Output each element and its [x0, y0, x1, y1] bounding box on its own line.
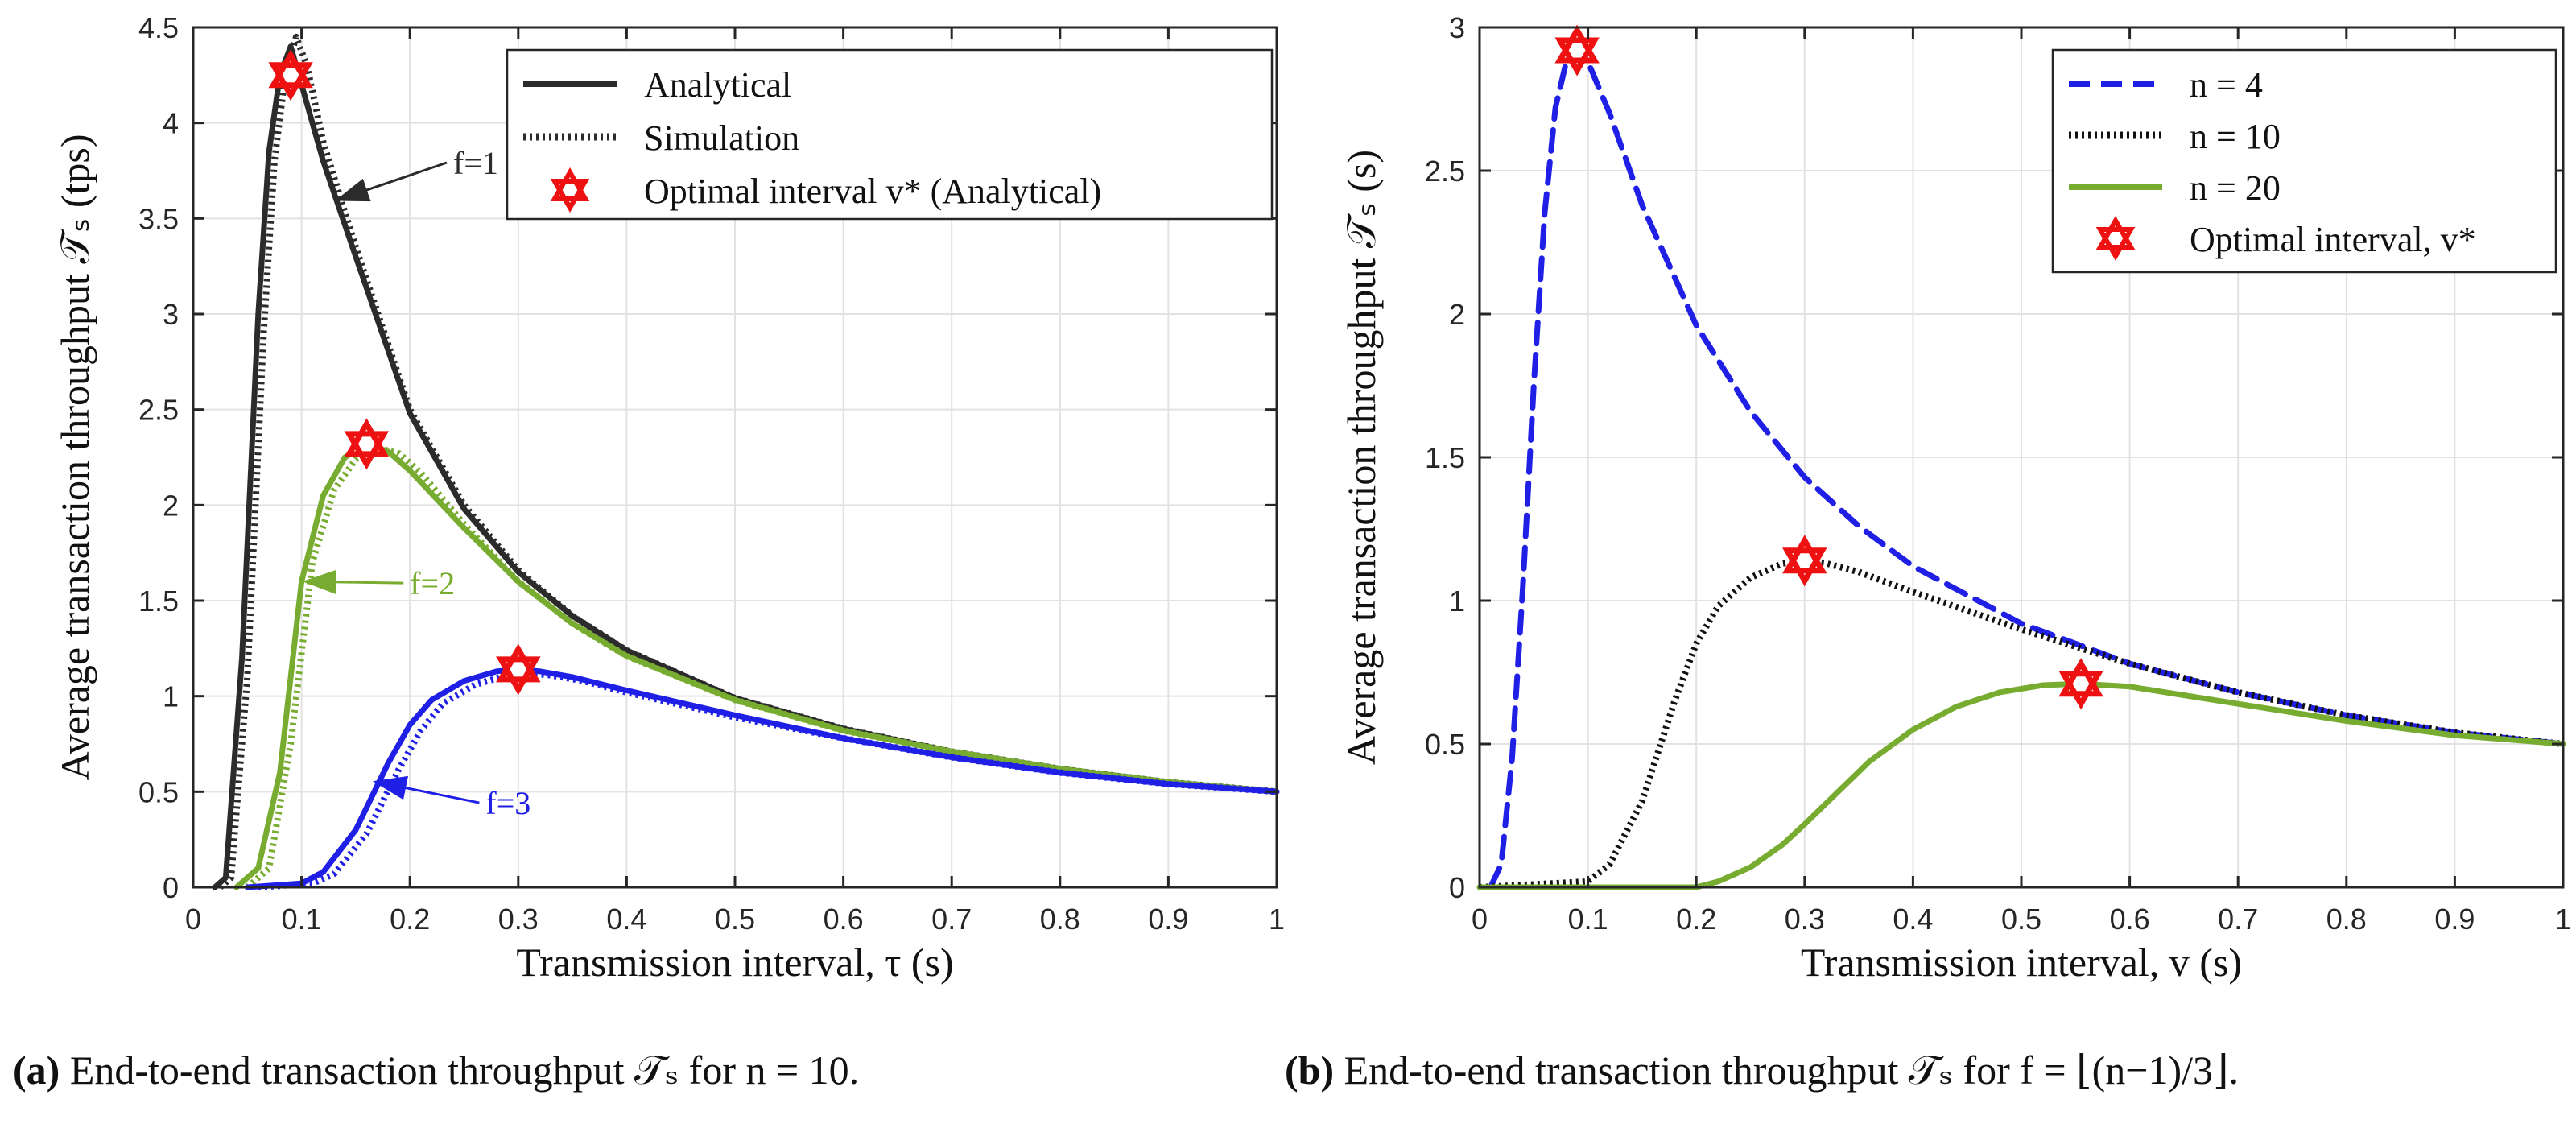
caption-b-text: End-to-end transaction throughput 𝒯ₛ for…: [1344, 1047, 2240, 1093]
y-tick-label: 0.5: [1425, 728, 1465, 761]
annotation-label: f=2: [410, 565, 455, 601]
x-tick-label: 0: [185, 903, 201, 936]
optimal-star-marker: [2058, 658, 2103, 710]
x-tick-label: 0.4: [1893, 903, 1933, 936]
y-axis-label: Average transaction throughput 𝒯ₛ (tps): [52, 134, 97, 780]
chart-b: 0 0.1 0.2 0.3 0.4 0.5 0.6 0.7 0.8 0.9 1 0 0.5 1 1.5 2 2.…: [1339, 11, 2571, 985]
x-tick-label: 0.8: [1040, 903, 1080, 936]
x-tick-label: 0.2: [1676, 903, 1716, 936]
x-tick-label: 0.6: [824, 903, 864, 936]
legend-label: Analytical: [644, 65, 791, 105]
legend-star-icon: [2095, 216, 2136, 261]
y-axis-label: Average transaction throughput 𝒯ₛ (s): [1339, 150, 1384, 765]
y-tick-label: 1.5: [138, 585, 179, 618]
caption-a-label: (a): [13, 1047, 60, 1093]
y-tick-label: 2.5: [1425, 155, 1465, 188]
y-tick-label: 4: [163, 107, 179, 140]
chart-a: f=1 f=2 f=3 0 0.1 0.2 0.3 0.4 0.5 0.6 0.7 0.8 0.9 1 0 0…: [52, 11, 1285, 985]
x-tick-label: 0.2: [390, 903, 430, 936]
caption-a-text: End-to-end transaction throughput 𝒯ₛ for…: [69, 1047, 860, 1093]
y-tick-label: 1.5: [1425, 441, 1465, 474]
legend-label: Optimal interval v* (Analytical): [644, 171, 1101, 211]
legend: Analytical Simulation Optimal interval v* …: [506, 48, 1274, 221]
caption-a: (a) End-to-end transaction throughput 𝒯ₛ…: [13, 1047, 859, 1094]
y-tick-label: 4.5: [138, 11, 179, 44]
legend-label: n = 10: [2190, 117, 2281, 156]
x-tick-label: 0.1: [282, 903, 322, 936]
legend-label: Optimal interval, v*: [2190, 220, 2476, 259]
y-tick-label: 3: [163, 298, 179, 331]
annotation-label: f=1: [453, 145, 498, 181]
optimal-star-marker: [496, 643, 541, 696]
x-tick-label: 0.5: [2001, 903, 2041, 936]
y-tick-label: 3.5: [138, 202, 179, 235]
y-tick-label: 2: [1449, 298, 1465, 331]
x-tick-label: 1: [2555, 903, 2571, 936]
legend-label: Simulation: [644, 118, 799, 158]
x-axis-label: Transmission interval, v (s): [1801, 940, 2242, 985]
series-line-n-10: [1479, 557, 2564, 890]
series-line-f-2-simulation: [245, 444, 1278, 890]
y-tick-label: 0: [163, 871, 179, 904]
legend-label: n = 4: [2190, 65, 2263, 105]
legend: n = 4 n = 10 n = 20 Optimal interval, v*: [2051, 48, 2557, 274]
x-tick-label: 0.4: [606, 903, 646, 936]
legend-label: n = 20: [2190, 168, 2281, 208]
y-tick-label: 2.5: [138, 394, 179, 427]
x-tick-label: 0.7: [2218, 903, 2258, 936]
optimal-star-marker: [1782, 535, 1827, 587]
series-line-f-2-analytical: [233, 440, 1280, 890]
x-tick-label: 0.3: [1785, 903, 1825, 936]
series-group: [1476, 48, 2566, 890]
y-tick-label: 3: [1449, 11, 1465, 44]
annotation-arrow: [335, 161, 448, 202]
x-tick-label: 0.9: [2434, 903, 2475, 936]
x-tick-label: 0.1: [1568, 903, 1608, 936]
y-tick-label: 1: [163, 680, 179, 713]
series-line-f-3-analytical: [244, 666, 1280, 890]
caption-b: (b) End-to-end transaction throughput 𝒯ₛ…: [1285, 1047, 2239, 1094]
x-tick-label: 0.7: [931, 903, 972, 936]
x-axis-label: Transmission interval, τ (s): [516, 940, 953, 985]
annotation-arrow: [372, 775, 480, 804]
x-tick-label: 1: [1269, 903, 1285, 936]
x-tick-label: 0.9: [1148, 903, 1188, 936]
x-tick-label: 0.5: [715, 903, 755, 936]
x-tick-label: 0: [1472, 903, 1488, 936]
y-tick-label: 0.5: [138, 775, 179, 808]
series-line-n-20: [1476, 680, 2566, 890]
y-tick-label: 1: [1449, 585, 1465, 618]
annotation-arrow: [302, 569, 404, 594]
optimal-star-marker: [268, 49, 313, 101]
x-tick-label: 0.8: [2326, 903, 2367, 936]
x-tick-label: 0.3: [498, 903, 539, 936]
optimal-star-marker: [344, 418, 390, 470]
caption-b-label: (b): [1285, 1047, 1335, 1093]
y-tick-label: 2: [163, 489, 179, 522]
legend-star-icon: [550, 167, 590, 213]
optimal-star-marker: [1554, 24, 1600, 76]
annotation-label: f=3: [485, 785, 530, 821]
x-tick-label: 0.6: [2110, 903, 2150, 936]
legend-box: [506, 48, 1274, 221]
y-tick-label: 0: [1449, 871, 1465, 904]
